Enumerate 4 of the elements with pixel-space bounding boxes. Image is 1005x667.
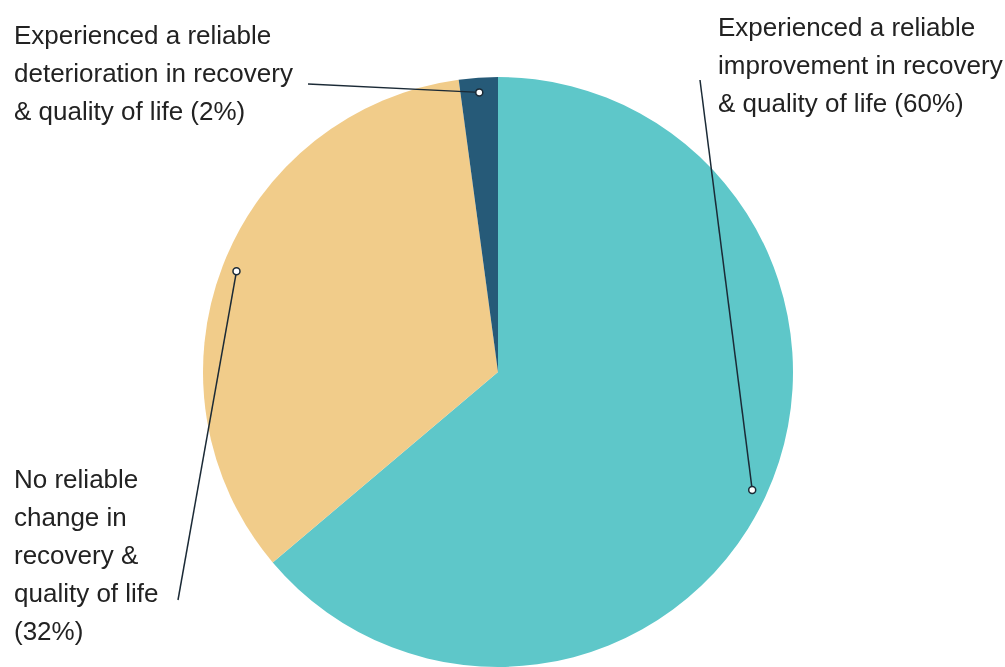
slice-label: Experienced a reliable improvement in recovery & quality of life (60%)	[718, 12, 1003, 118]
slice-label: Experienced a reliable deterioration in recovery & quality of life (2%)	[14, 20, 293, 126]
slice-label: No reliable change in recovery & quality of life	[14, 464, 159, 608]
data-label: (32%)	[14, 616, 84, 646]
